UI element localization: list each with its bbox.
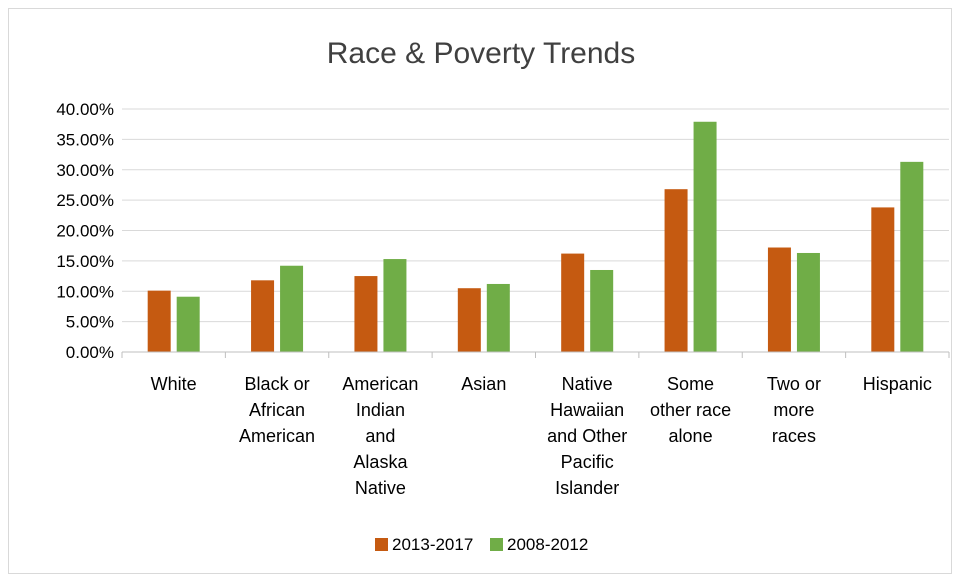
legend-swatch bbox=[375, 538, 388, 551]
legend-label: 2008-2012 bbox=[507, 535, 588, 554]
x-category-label: Black or African American bbox=[239, 374, 315, 446]
bar-2013-2017-4 bbox=[457, 288, 481, 352]
bar-2008-2012-8 bbox=[900, 161, 924, 352]
x-category-label: Native Hawaiian and Other Pacific Islander bbox=[547, 374, 627, 498]
bar-2013-2017-1 bbox=[147, 290, 171, 352]
x-category-label: Hispanic bbox=[863, 374, 932, 394]
bar-2013-2017-3 bbox=[354, 276, 378, 352]
x-category-label: Asian bbox=[461, 374, 506, 394]
y-tick-label: 0.00% bbox=[66, 343, 114, 362]
legend: 2013-2017 2008-2012 bbox=[375, 535, 588, 554]
y-tick-label: 25.00% bbox=[56, 191, 114, 210]
bar-2013-2017-8 bbox=[871, 207, 895, 352]
y-tick-labels: 0.00% 5.00% 10.00% 15.00% 20.00% 25.00% 30.00%… bbox=[56, 100, 114, 362]
bar-2013-2017-5 bbox=[561, 253, 585, 352]
bars bbox=[147, 121, 924, 352]
bar-2008-2012-4 bbox=[486, 283, 510, 352]
y-tick-label: 10.00% bbox=[56, 282, 114, 301]
bar-2008-2012-5 bbox=[590, 269, 614, 352]
bar-2008-2012-2 bbox=[280, 265, 304, 352]
x-category-label: Some other race alone bbox=[650, 374, 731, 446]
bar-2013-2017-6 bbox=[664, 189, 688, 352]
bar-2013-2017-2 bbox=[251, 280, 275, 352]
chart-title: Race & Poverty Trends bbox=[327, 37, 635, 70]
axes bbox=[121, 351, 950, 358]
x-category-label: Two or more races bbox=[767, 374, 821, 446]
x-category-label: White bbox=[151, 374, 197, 394]
y-tick-label: 15.00% bbox=[56, 252, 114, 271]
y-tick-label: 35.00% bbox=[56, 130, 114, 149]
gridlines bbox=[122, 108, 949, 323]
y-tick-label: 5.00% bbox=[66, 313, 114, 332]
legend-swatch bbox=[490, 538, 503, 551]
y-tick-label: 20.00% bbox=[56, 222, 114, 241]
bar-2008-2012-3 bbox=[383, 259, 407, 352]
bar-2008-2012-7 bbox=[796, 252, 820, 352]
x-category-label: American Indian and Alaska Native bbox=[342, 374, 418, 498]
bar-2008-2012-1 bbox=[176, 296, 200, 352]
y-tick-label: 30.00% bbox=[56, 161, 114, 180]
bar-2008-2012-6 bbox=[693, 121, 717, 352]
bar-2013-2017-7 bbox=[767, 247, 791, 352]
y-tick-label: 40.00% bbox=[56, 100, 114, 119]
chart-frame: Race & Poverty Trends 0.00% 5.00% 10.00% 15… bbox=[8, 8, 952, 574]
legend-label: 2013-2017 bbox=[392, 535, 473, 554]
x-category-labels: White Black or African American American Indi… bbox=[151, 374, 932, 498]
chart-svg: Race & Poverty Trends 0.00% 5.00% 10.00% 15… bbox=[56, 37, 950, 554]
